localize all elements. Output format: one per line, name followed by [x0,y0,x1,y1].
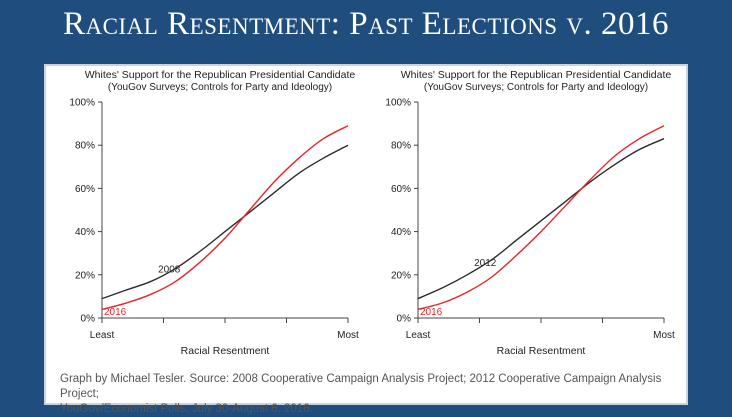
chart-2-x-tick-label-least: Least [406,330,431,341]
chart-1-x-tick-label-most: Most [337,330,359,341]
chart-1-series-2008-line [101,144,349,300]
source-note: Graph by Michael Tesler. Source: 2008 Co… [60,372,680,417]
chart-1-title: Whites' Support for the Republican Presi… [85,69,356,81]
chart-1-y-tick-label: 40% [75,227,95,238]
chart-1-series-2016-label: 2016 [104,307,127,318]
chart-2-series-2012-line [417,138,665,300]
chart-1-y-tick-label: 0% [81,314,96,325]
chart-2-y-tick-label: 60% [391,184,411,195]
chart-1-x-tick-label-least: Least [90,330,115,341]
charts-svg: Whites' Support for the Republican Presi… [69,69,675,357]
chart-1-subtitle: (YouGov Surveys; Controls for Party and … [108,82,332,93]
chart-2-y-tick-label: 40% [391,227,411,238]
source-line-1: Graph by Michael Tesler. Source: 2008 Co… [60,373,662,400]
chart-1-y-tick-label: 100% [69,98,95,109]
chart-1-series-2008-label: 2008 [158,264,181,275]
chart-1-y-tick-label: 80% [75,141,95,152]
chart-2-y-tick-label: 0% [397,314,412,325]
chart-2-y-tick-label: 20% [391,270,411,281]
chart-1-series-2016-line [101,125,349,311]
chart-2-subtitle: (YouGov Surveys; Controls for Party and … [424,82,648,93]
chart-2-title: Whites' Support for the Republican Presi… [401,69,672,81]
chart-1-y-tick-label: 60% [75,184,95,195]
chart-1-y-tick-label: 20% [75,270,95,281]
chart-2-series-2012-label: 2012 [474,258,497,269]
chart-2-series-2016-label: 2016 [420,307,443,318]
chart-2-x-tick-label-most: Most [653,330,675,341]
chart-2-y-tick-label: 80% [391,141,411,152]
chart-2-series-2016-line [417,125,665,311]
chart-2-y-tick-label: 100% [385,98,411,109]
chart-1-x-axis-label: Racial Resentment [181,345,270,357]
chart-panel: Whites' Support for the Republican Presi… [44,64,688,415]
slide-title: Racial Resentment: Past Elections v. 201… [63,6,669,42]
chart-2-x-axis-label: Racial Resentment [497,345,586,357]
